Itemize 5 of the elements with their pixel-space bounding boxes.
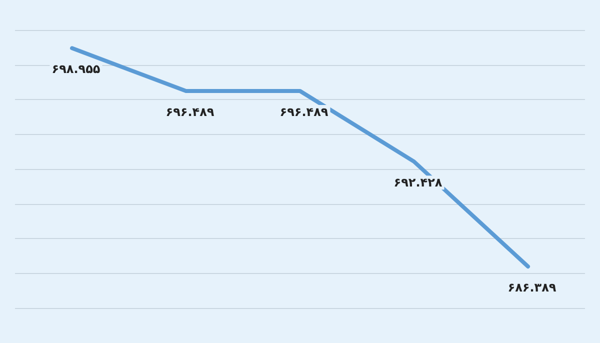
data-label: ۶۹۶.۴۸۹: [166, 105, 215, 120]
data-label: ۶۹۶.۴۸۹: [280, 105, 329, 120]
data-label: ۶۹۸.۹۵۵: [52, 62, 100, 76]
data-label: ۶۹۲.۴۲۸: [394, 176, 443, 190]
data-label: ۶۸۶.۳۸۹: [508, 280, 557, 294]
